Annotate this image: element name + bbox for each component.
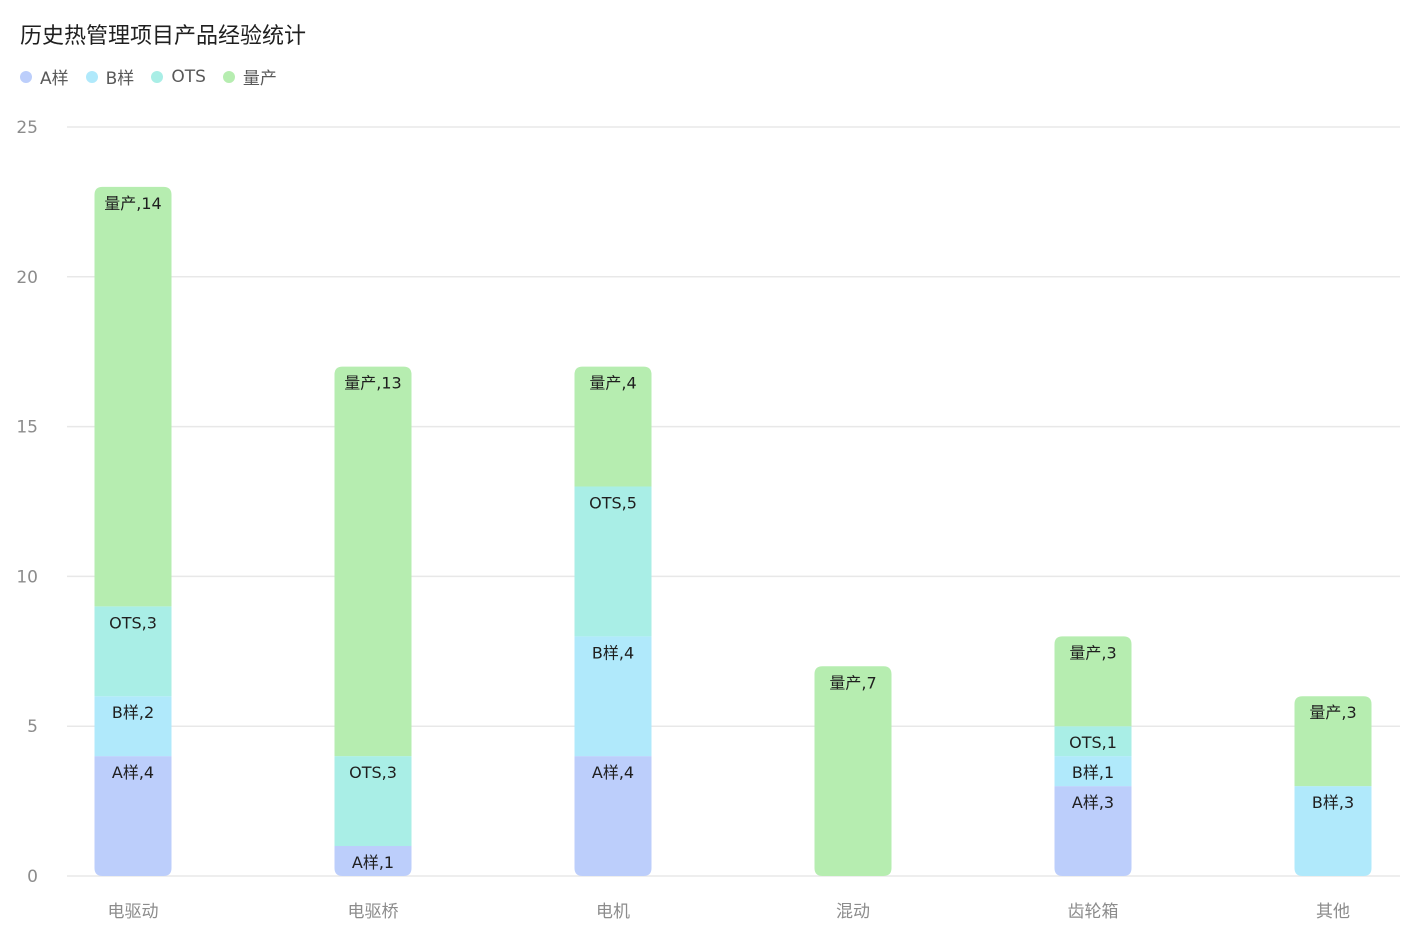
bar-data-label-4-2: OTS,1 <box>1069 733 1117 752</box>
bar-segment-0-1[interactable] <box>94 696 172 757</box>
y-tick-label-25: 25 <box>16 118 38 138</box>
bar-data-label-3-3: 量产,7 <box>829 673 876 692</box>
legend-label-ots: OTS <box>171 66 206 87</box>
bar-segment-0-0[interactable] <box>94 756 172 876</box>
bar-segment-3-3[interactable] <box>814 666 892 876</box>
legend-marker-b <box>85 70 98 83</box>
bar-data-label-0-1: B样,2 <box>112 703 154 722</box>
x-category-label-0: 电驱动 <box>108 902 159 922</box>
bar-segment-5-3[interactable] <box>1294 696 1372 787</box>
chart-legend: A样 B样 OTS 量产 <box>20 64 294 89</box>
bar-segment-4-0[interactable] <box>1054 786 1132 876</box>
x-category-label-3: 混动 <box>836 902 870 922</box>
bar-data-label-2-3: 量产,4 <box>589 374 636 393</box>
y-tick-label-0: 0 <box>27 867 38 887</box>
bar-segment-4-3[interactable] <box>1054 636 1132 727</box>
bar-data-label-2-2: OTS,5 <box>589 494 637 513</box>
legend-label-b: B样 <box>105 69 135 89</box>
legend-item-ots[interactable]: OTS <box>151 67 206 87</box>
legend-marker-ots <box>151 70 164 83</box>
bar-data-label-1-3: 量产,13 <box>344 374 401 393</box>
bar-data-label-1-2: OTS,3 <box>349 763 397 782</box>
legend-item-mass-production[interactable]: 量产 <box>222 64 277 89</box>
legend-item-b[interactable]: B样 <box>85 64 135 89</box>
bar-data-label-0-2: OTS,3 <box>109 613 157 632</box>
y-tick-label-10: 10 <box>16 567 38 587</box>
bar-data-label-4-3: 量产,3 <box>1069 643 1116 662</box>
bar-data-label-4-1: B样,1 <box>1072 763 1114 782</box>
y-tick-label-15: 15 <box>16 418 38 438</box>
bar-segment-1-0[interactable] <box>334 846 412 876</box>
legend-label-a: A样 <box>40 69 69 89</box>
bar-segment-0-3[interactable] <box>94 186 172 607</box>
bar-data-label-0-0: A样,4 <box>112 763 154 782</box>
bar-data-label-5-1: B样,3 <box>1312 793 1354 812</box>
bar-segment-2-1[interactable] <box>574 636 652 757</box>
x-category-label-2: 电机 <box>596 902 630 922</box>
legend-item-a[interactable]: A样 <box>20 64 69 89</box>
bar-segment-4-2[interactable] <box>1054 726 1132 757</box>
x-category-label-4: 齿轮箱 <box>1068 902 1119 922</box>
legend-marker-mass-production <box>222 70 235 83</box>
bar-data-label-2-1: B样,4 <box>592 643 634 662</box>
x-category-label-1: 电驱桥 <box>348 902 399 922</box>
bar-segment-0-2[interactable] <box>94 606 172 697</box>
y-tick-label-5: 5 <box>27 717 38 737</box>
bar-data-label-1-0: A样,1 <box>352 853 394 872</box>
bar-segment-4-1[interactable] <box>1054 756 1132 787</box>
chart-title: 历史热管理项目产品经验统计 <box>20 24 307 49</box>
bar-segment-1-2[interactable] <box>334 756 412 847</box>
bar-data-label-4-0: A样,3 <box>1072 793 1114 812</box>
legend-marker-a <box>20 70 32 83</box>
bar-segment-5-1[interactable] <box>1294 786 1372 876</box>
legend-label-mass-production: 量产 <box>242 69 277 89</box>
bar-segment-2-3[interactable] <box>574 366 652 487</box>
bar-data-label-5-3: 量产,3 <box>1309 703 1356 722</box>
bar-data-label-0-3: 量产,14 <box>104 194 161 213</box>
bar-segment-1-3[interactable] <box>334 366 412 757</box>
x-category-label-5: 其他 <box>1316 902 1350 922</box>
bar-data-label-2-0: A样,4 <box>592 763 634 782</box>
y-tick-label-20: 20 <box>16 268 38 288</box>
bar-segment-2-2[interactable] <box>574 486 652 637</box>
bar-segment-2-0[interactable] <box>574 756 652 876</box>
